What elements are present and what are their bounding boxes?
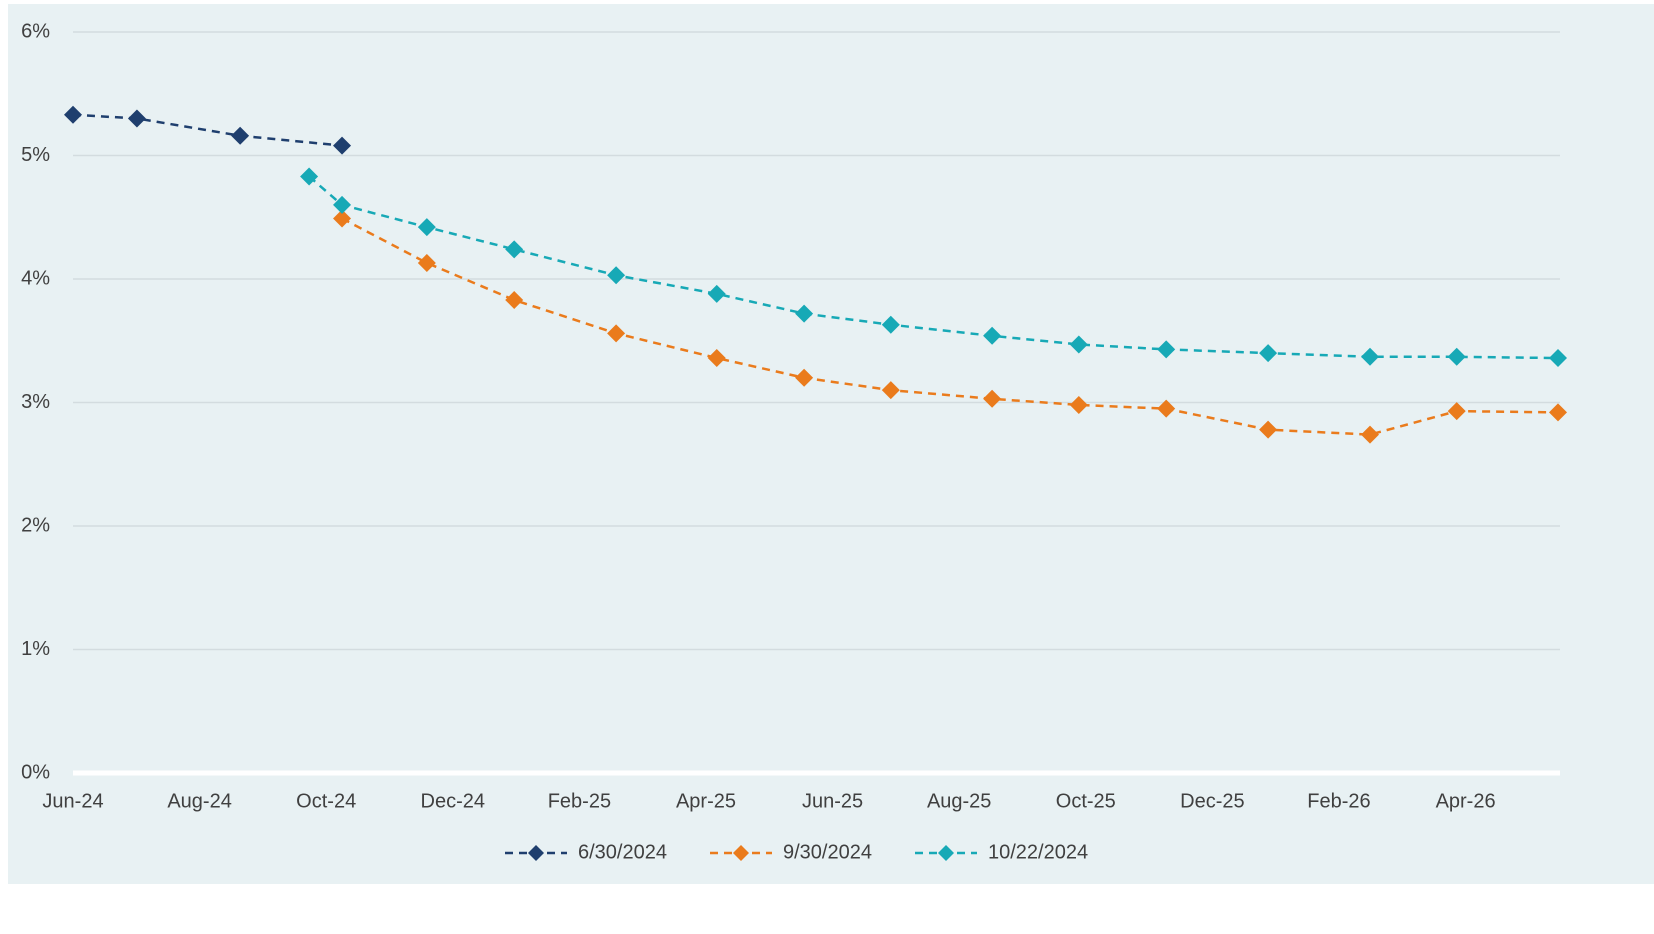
data-point <box>417 218 436 237</box>
data-point <box>1549 349 1567 368</box>
legend-label: 9/30/2024 <box>783 841 872 863</box>
data-point <box>983 326 1002 345</box>
legend-marker <box>733 845 749 861</box>
x-tick-label: Jun-25 <box>802 790 863 812</box>
data-point <box>127 109 146 128</box>
data-point <box>505 290 524 309</box>
data-point <box>607 324 626 343</box>
data-point <box>795 368 814 387</box>
data-point <box>1069 335 1088 354</box>
data-point <box>1157 340 1176 359</box>
data-point <box>1447 347 1466 366</box>
data-point <box>707 349 726 368</box>
data-point <box>505 240 524 259</box>
x-tick-label: Aug-24 <box>167 790 232 812</box>
data-point <box>983 389 1002 408</box>
legend-marker <box>938 845 954 861</box>
x-tick-label: Feb-26 <box>1307 790 1370 812</box>
data-point <box>333 136 352 155</box>
data-point <box>881 315 900 334</box>
y-tick-label: 2% <box>21 514 50 536</box>
data-point <box>333 195 352 214</box>
y-tick-label: 6% <box>21 20 50 42</box>
data-point <box>881 381 900 400</box>
data-point <box>64 105 82 124</box>
y-tick-label: 0% <box>21 761 50 783</box>
legend-label: 10/22/2024 <box>988 841 1088 863</box>
legend-marker <box>528 845 544 861</box>
data-point <box>707 284 726 303</box>
x-tick-label: Jun-24 <box>42 790 103 812</box>
x-tick-label: Aug-25 <box>927 790 992 812</box>
x-tick-label: Dec-25 <box>1180 790 1244 812</box>
data-point <box>333 209 352 228</box>
data-point <box>1549 403 1567 422</box>
data-point <box>417 253 436 272</box>
data-point <box>1361 425 1380 444</box>
y-tick-label: 4% <box>21 267 50 289</box>
data-point <box>607 266 626 285</box>
data-point <box>1069 395 1088 414</box>
data-point <box>1447 402 1466 421</box>
legend-label: 6/30/2024 <box>578 841 667 863</box>
series-line <box>341 217 1559 436</box>
data-point <box>1361 347 1380 366</box>
x-tick-label: Apr-26 <box>1436 790 1496 812</box>
x-tick-label: Feb-25 <box>548 790 611 812</box>
y-tick-label: 5% <box>21 144 50 166</box>
data-point <box>1259 420 1278 439</box>
data-point <box>231 126 250 145</box>
x-tick-label: Apr-25 <box>676 790 736 812</box>
data-point <box>795 304 814 323</box>
data-point <box>1157 399 1176 418</box>
data-point <box>300 167 319 186</box>
y-tick-label: 1% <box>21 638 50 660</box>
x-tick-label: Dec-24 <box>421 790 485 812</box>
y-tick-label: 3% <box>21 391 50 413</box>
series-line <box>72 113 343 147</box>
x-tick-label: Oct-24 <box>296 790 356 812</box>
chart-background <box>8 4 1654 884</box>
data-point <box>1259 344 1278 363</box>
x-tick-label: Oct-25 <box>1056 790 1116 812</box>
